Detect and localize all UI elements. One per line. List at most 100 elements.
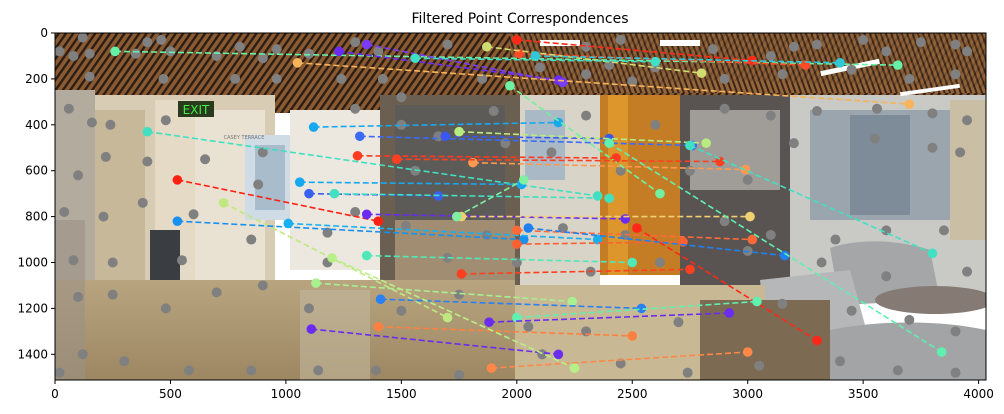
x-tick-label: 0: [51, 387, 59, 401]
unmatched-keypoint: [59, 207, 70, 218]
unmatched-keypoint: [105, 119, 116, 130]
unmatched-keypoint: [130, 48, 141, 59]
correspondence-line: [530, 51, 845, 68]
y-tick-label: 400: [25, 118, 48, 132]
unmatched-keypoint: [98, 211, 109, 222]
unmatched-keypoint: [881, 46, 892, 57]
unmatched-keypoint: [396, 92, 407, 103]
unmatched-keypoint: [350, 207, 361, 218]
x-tick-label: 3500: [848, 387, 879, 401]
x-tick-label: 4000: [963, 387, 994, 401]
unmatched-keypoint: [183, 365, 194, 376]
unmatched-keypoint: [400, 220, 411, 231]
casey-terrace-text: CASEY TERRACE: [224, 135, 265, 141]
unmatched-keypoint: [303, 48, 314, 59]
unmatched-keypoint: [488, 106, 499, 117]
y-tick-label: 1400: [17, 347, 48, 361]
y-tick-label: 1200: [17, 301, 48, 315]
unmatched-keypoint: [350, 37, 361, 48]
unmatched-keypoint: [55, 367, 65, 378]
unmatched-keypoint: [581, 41, 592, 52]
axes-frame: [54, 32, 987, 381]
unmatched-keypoint: [165, 46, 176, 57]
unmatched-keypoint: [77, 33, 88, 43]
unmatched-keypoint: [160, 115, 171, 126]
x-axis: 0 500 1000 1500 2000 2500 3000 3500 4000: [51, 380, 994, 401]
unmatched-keypoint: [950, 367, 961, 378]
y-tick-label: 1000: [17, 255, 48, 269]
correspondence-line: [454, 126, 711, 148]
correspondence-line: [306, 324, 564, 360]
unmatched-keypoint: [684, 165, 695, 176]
correspondence-line: [391, 154, 725, 167]
correspondence-line: [329, 188, 614, 204]
x-tick-label: 1000: [271, 387, 302, 401]
correspondence-line: [172, 216, 529, 245]
unmatched-keypoint: [313, 365, 324, 376]
correspondence-line: [373, 321, 638, 341]
unmatched-keypoint: [477, 73, 488, 84]
unmatched-keypoint: [777, 69, 788, 80]
unmatched-keypoint: [142, 156, 153, 167]
y-tick-label: 800: [25, 210, 48, 224]
unmatched-keypoint: [719, 103, 730, 114]
unmatched-keypoint: [84, 71, 95, 82]
unmatched-keypoint: [442, 252, 453, 263]
unmatched-keypoint: [73, 170, 84, 181]
unmatched-keypoint: [962, 115, 973, 126]
correspondence-line: [308, 117, 564, 132]
unmatched-keypoint: [77, 349, 88, 360]
unmatched-keypoint: [765, 50, 776, 61]
unmatched-keypoint: [396, 119, 407, 130]
x-tick-label: 500: [159, 387, 182, 401]
correspondence-line: [505, 80, 665, 199]
y-tick-label: 0: [40, 26, 48, 40]
x-tick-label: 1500: [386, 387, 417, 401]
unmatched-keypoint: [615, 34, 626, 45]
unmatched-keypoint: [811, 106, 822, 117]
unmatched-keypoint: [454, 369, 465, 380]
unmatched-keypoint: [546, 147, 557, 158]
unmatched-keypoint: [322, 227, 333, 238]
unmatched-keypoint: [858, 34, 869, 45]
unmatched-keypoint: [253, 179, 264, 190]
unmatched-keypoint: [107, 257, 118, 268]
unmatched-keypoint: [872, 103, 883, 114]
unmatched-keypoint: [627, 76, 638, 87]
unmatched-keypoint: [200, 154, 211, 165]
unmatched-keypoint: [581, 110, 592, 121]
unmatched-keypoint: [534, 62, 545, 73]
y-tick-label: 200: [25, 72, 48, 86]
unmatched-keypoint: [742, 174, 753, 185]
unmatched-keypoint: [454, 289, 465, 300]
unmatched-keypoint: [234, 41, 245, 52]
correspondence-line: [481, 41, 707, 78]
unmatched-keypoint: [816, 257, 827, 268]
unmatched-keypoint: [84, 48, 95, 59]
unmatched-keypoint: [881, 225, 892, 236]
unmatched-keypoint: [86, 117, 97, 128]
unmatched-keypoint: [682, 367, 693, 378]
unmatched-keypoint: [615, 358, 626, 369]
unmatched-keypoint: [68, 50, 79, 61]
correspondence-line: [512, 225, 758, 245]
unmatched-keypoint: [142, 37, 153, 48]
chart-title: Filtered Point Correspondences: [411, 11, 628, 27]
unmatched-keypoint: [654, 257, 665, 268]
correspondence-line: [292, 58, 915, 109]
unmatched-keypoint: [303, 303, 314, 314]
correspondence-line: [512, 296, 762, 323]
unmatched-keypoint: [962, 46, 973, 57]
unmatched-keypoint: [604, 60, 615, 71]
unmatched-keypoint: [271, 73, 282, 84]
correspondence-line: [410, 53, 661, 67]
correspondence-line: [456, 264, 695, 279]
unmatched-keypoint: [63, 103, 74, 114]
correspondence-line: [685, 140, 938, 259]
unmatched-keypoint: [396, 305, 407, 316]
unmatched-keypoint: [777, 298, 788, 309]
x-tick-label: 2500: [617, 387, 648, 401]
unmatched-keypoint: [581, 69, 592, 80]
unmatched-keypoint: [230, 73, 241, 84]
unmatched-keypoint: [246, 365, 257, 376]
